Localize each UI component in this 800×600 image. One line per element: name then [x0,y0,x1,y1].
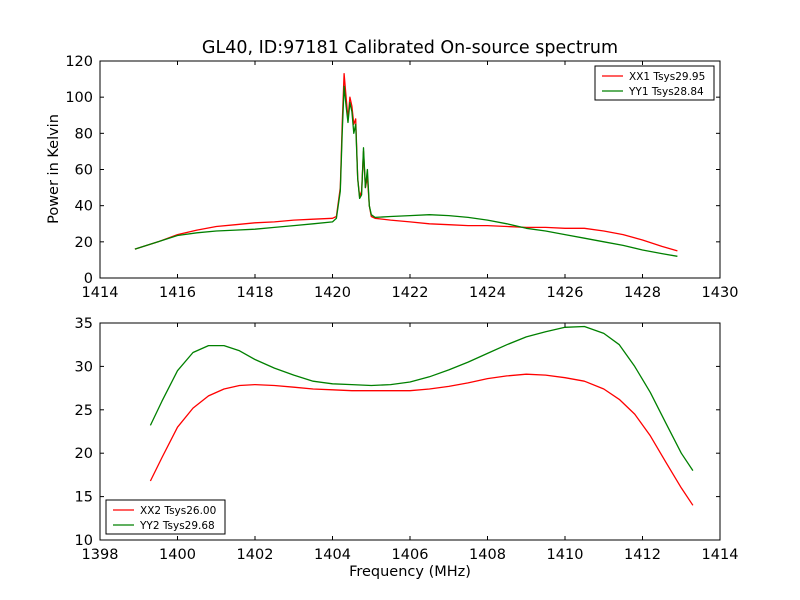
bottom-legend: XX2 Tsys26.00 YY2 Tsys29.68 [105,499,226,535]
bottom-x-tick-label: 1406 [392,547,429,563]
top-x-tick-label: 1414 [82,285,119,301]
top-y-tick-label: 80 [75,126,93,142]
top-y-tick-label: 20 [75,235,93,251]
bottom-x-tick-label: 1408 [469,547,506,563]
bottom-y-tick-label: 10 [75,533,93,549]
bottom-x-tick-label: 1398 [82,547,119,563]
top-x-tick-label: 1416 [159,285,196,301]
bottom-legend-box [105,499,226,535]
top-series-line-2 [134,85,678,257]
bottom-x-axis-label: Frequency (MHz) [349,564,471,580]
top-y-axis-label: Power in Kelvin [46,114,62,224]
top-spectrum-panel: 1414 1416 1418 1420 1422 1424 1426 1428 1430 0 20 4… [65,54,738,301]
top-x-tick-label: 1424 [469,285,506,301]
top-y-tick-label: 0 [84,271,93,287]
top-x-tick-label: 1428 [624,285,661,301]
bottom-y-tick-label: 30 [75,359,93,375]
bottom-x-tick-label: 1402 [237,547,274,563]
top-y-tick-label: 40 [75,199,93,215]
bottom-x-tick-label: 1414 [702,547,739,563]
bottom-x-tick-label: 1400 [159,547,196,563]
bottom-x-tick-label: 1404 [314,547,351,563]
bottom-spectrum-panel: 1398 1400 1402 1404 1406 1408 1410 1412 1414 10 15… [75,316,739,563]
top-x-tick-label: 1430 [702,285,739,301]
bottom-y-tick-label: 20 [75,446,93,462]
top-y-tick-label: 100 [65,90,93,106]
top-x-tick-label: 1422 [392,285,429,301]
top-legend: XX1 Tsys29.95 YY1 Tsys28.84 [594,65,715,101]
chart-title: GL40, ID:97181 Calibrated On-source spec… [202,38,618,58]
bottom-legend-label-1: XX2 Tsys26.00 [140,505,216,517]
top-legend-box [594,65,715,101]
top-x-tick-label: 1426 [547,285,584,301]
top-legend-label-1: XX1 Tsys29.95 [629,71,705,83]
bottom-y-tick-label: 25 [75,403,93,419]
top-x-tick-label: 1418 [237,285,274,301]
bottom-series-line-1 [149,373,694,506]
bottom-y-tick-label: 15 [75,490,93,506]
bottom-y-tick-label: 35 [75,316,93,332]
top-series-line-1 [134,73,678,252]
bottom-x-tick-label: 1412 [624,547,661,563]
bottom-series-line-2 [149,325,694,471]
bottom-legend-label-2: YY2 Tsys29.68 [139,520,215,532]
bottom-x-tick-label: 1410 [547,547,584,563]
top-y-tick-label: 60 [75,163,93,179]
top-y-tick-label: 120 [65,54,93,70]
top-x-tick-label: 1420 [314,285,351,301]
top-legend-label-2: YY1 Tsys28.84 [628,86,704,98]
